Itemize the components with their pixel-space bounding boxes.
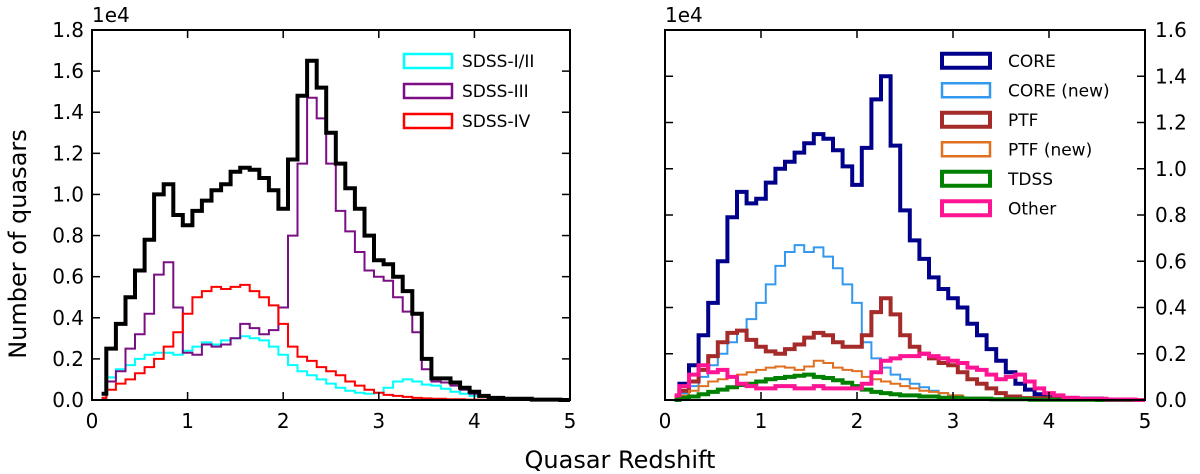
series-line-0-2 xyxy=(101,283,570,401)
scale-label: 1e4 xyxy=(665,3,703,27)
y-tick-label: 1.0 xyxy=(1155,157,1187,181)
y-tick-label: 0.4 xyxy=(52,306,84,330)
legend-swatch xyxy=(402,112,454,130)
legend-swatch xyxy=(940,82,992,99)
y-tick-label: 0.0 xyxy=(1155,388,1187,412)
plot-frame-0 xyxy=(91,29,571,401)
series-line-1-0 xyxy=(674,74,1145,402)
series-line-1-4 xyxy=(674,372,1145,402)
y-tick-label: 1.4 xyxy=(52,100,84,124)
legend-entry: SDSS-III xyxy=(462,82,529,102)
x-tick-label: 0 xyxy=(659,409,672,433)
x-tick-label: 2 xyxy=(277,409,290,433)
x-tick-label: 3 xyxy=(947,409,960,433)
legend-entry: PTF (new) xyxy=(1008,140,1092,160)
legend-swatch xyxy=(940,110,992,129)
y-tick-label: 0.2 xyxy=(52,347,84,371)
legend-entry: PTF xyxy=(1008,111,1038,131)
legend-swatch xyxy=(940,169,992,188)
legend-swatch xyxy=(402,82,454,100)
y-tick-label: 0.6 xyxy=(1155,249,1187,273)
y-axis-label: Number of quasars xyxy=(4,129,32,359)
y-tick-label: 1.2 xyxy=(1155,111,1187,135)
x-tick-label: 3 xyxy=(372,409,385,433)
x-tick-label: 4 xyxy=(1043,409,1056,433)
legend-entry: CORE xyxy=(1008,52,1056,72)
series-line-1-2 xyxy=(674,296,1145,402)
y-tick-label: 1.2 xyxy=(52,141,84,165)
series-line-0-3 xyxy=(101,58,570,402)
y-tick-label: 1.4 xyxy=(1155,64,1187,88)
legend-entry: Other xyxy=(1008,199,1056,219)
y-tick-label: 0.4 xyxy=(1155,296,1187,320)
legend-entry: TDSS xyxy=(1007,170,1053,190)
y-tick-label: 0.6 xyxy=(52,265,84,289)
legend-swatch xyxy=(940,199,992,218)
y-tick-label: 1.6 xyxy=(52,59,84,83)
x-tick-label: 1 xyxy=(181,409,194,433)
legend-entry: SDSS-IV xyxy=(462,112,531,132)
series-line-0-0 xyxy=(101,335,570,401)
x-tick-label: 0 xyxy=(86,409,99,433)
right-panel: 0 1 2 3 4 50.0 0.2 0.4 0.6 0.8 1.0 1.2 1.4 1.6 1e4 CORE… xyxy=(659,3,1187,433)
x-tick-label: 5 xyxy=(1139,409,1152,433)
legend-swatch xyxy=(940,141,992,158)
y-tick-label: 0.8 xyxy=(52,224,84,248)
legend-swatch xyxy=(940,51,992,70)
y-tick-label: 0.8 xyxy=(1155,203,1187,227)
y-tick-label: 1.6 xyxy=(1155,18,1187,42)
x-tick-label: 2 xyxy=(851,409,864,433)
y-tick-label: 0.0 xyxy=(52,388,84,412)
legend-entry: CORE (new) xyxy=(1008,81,1110,101)
series-line-1-5 xyxy=(674,351,1145,402)
y-tick-label: 1.0 xyxy=(52,182,84,206)
x-tick-label: 4 xyxy=(468,409,481,433)
legend-entry: SDSS-I/II xyxy=(462,52,534,72)
left-panel: 0 1 2 3 4 5 0.0 0.2 0.4 0.6 0.8 1.0 1.2 1.4 1.6 1.8 1e4 S… xyxy=(52,3,576,433)
x-tick-label: 5 xyxy=(564,409,577,433)
y-tick-label: 1.8 xyxy=(52,18,84,42)
y-tick-label: 0.2 xyxy=(1155,342,1187,366)
x-axis-label: Quasar Redshift xyxy=(525,446,716,474)
series-line-1-1 xyxy=(674,244,1145,401)
series-line-0-1 xyxy=(101,96,570,401)
scale-label: 1e4 xyxy=(92,3,130,27)
x-tick-label: 1 xyxy=(755,409,768,433)
legend-swatch xyxy=(402,52,454,70)
